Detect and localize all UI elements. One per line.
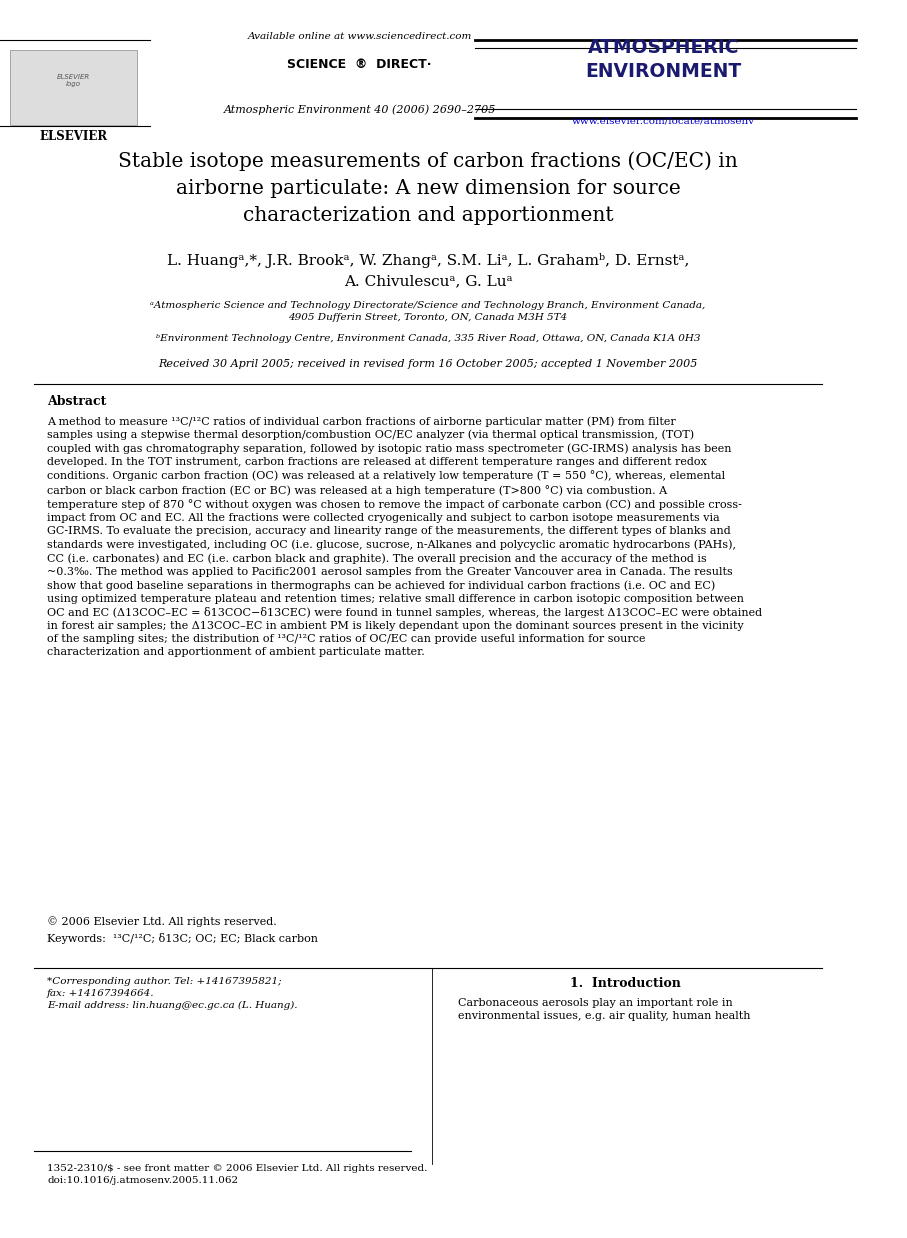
Text: L. Huangᵃ,*, J.R. Brookᵃ, W. Zhangᵃ, S.M. Liᵃ, L. Grahamᵇ, D. Ernstᵃ,
A. Chivule: L. Huangᵃ,*, J.R. Brookᵃ, W. Zhangᵃ, S.M… bbox=[167, 253, 689, 288]
Text: 1352-2310/$ - see front matter © 2006 Elsevier Ltd. All rights reserved.
doi:10.: 1352-2310/$ - see front matter © 2006 El… bbox=[47, 1164, 427, 1185]
Text: ᵃAtmospheric Science and Technology Directorate/Science and Technology Branch, E: ᵃAtmospheric Science and Technology Dire… bbox=[151, 301, 706, 322]
Text: © 2006 Elsevier Ltd. All rights reserved.: © 2006 Elsevier Ltd. All rights reserved… bbox=[47, 916, 277, 927]
Text: ATMOSPHERIC: ATMOSPHERIC bbox=[588, 38, 739, 57]
Text: ELSEVIER
logo: ELSEVIER logo bbox=[57, 74, 91, 87]
Text: Stable isotope measurements of carbon fractions (OC/EC) in
airborne particulate:: Stable isotope measurements of carbon fr… bbox=[118, 151, 738, 225]
Text: SCIENCE  ®  DIRECT·: SCIENCE ® DIRECT· bbox=[288, 58, 432, 72]
Text: Carbonaceous aerosols play an important role in
environmental issues, e.g. air q: Carbonaceous aerosols play an important … bbox=[458, 998, 750, 1021]
Text: Available online at www.sciencedirect.com: Available online at www.sciencedirect.co… bbox=[248, 32, 472, 41]
Text: A method to measure ¹³C/¹²C ratios of individual carbon fractions of airborne pa: A method to measure ¹³C/¹²C ratios of in… bbox=[47, 416, 762, 657]
Text: ENVIRONMENT: ENVIRONMENT bbox=[585, 62, 742, 80]
Text: Keywords:  ¹³C/¹²C; δ13C; OC; EC; Black carbon: Keywords: ¹³C/¹²C; δ13C; OC; EC; Black c… bbox=[47, 933, 318, 945]
Text: 1.  Introduction: 1. Introduction bbox=[570, 977, 680, 990]
Text: Received 30 April 2005; received in revised form 16 October 2005; accepted 1 Nov: Received 30 April 2005; received in revi… bbox=[159, 359, 697, 369]
Text: ᵇEnvironment Technology Centre, Environment Canada, 335 River Road, Ottawa, ON, : ᵇEnvironment Technology Centre, Environm… bbox=[156, 334, 700, 343]
Text: ELSEVIER: ELSEVIER bbox=[40, 130, 108, 144]
Text: *Corresponding author. Tel: +14167395821;
fax: +14167394664.
E-mail address: lin: *Corresponding author. Tel: +14167395821… bbox=[47, 977, 297, 1010]
Text: Abstract: Abstract bbox=[47, 395, 106, 409]
FancyBboxPatch shape bbox=[10, 50, 137, 125]
Text: Atmospheric Environment 40 (2006) 2690–2705: Atmospheric Environment 40 (2006) 2690–2… bbox=[223, 104, 496, 115]
Text: www.elsevier.com/locate/atmosenv: www.elsevier.com/locate/atmosenv bbox=[572, 116, 755, 125]
